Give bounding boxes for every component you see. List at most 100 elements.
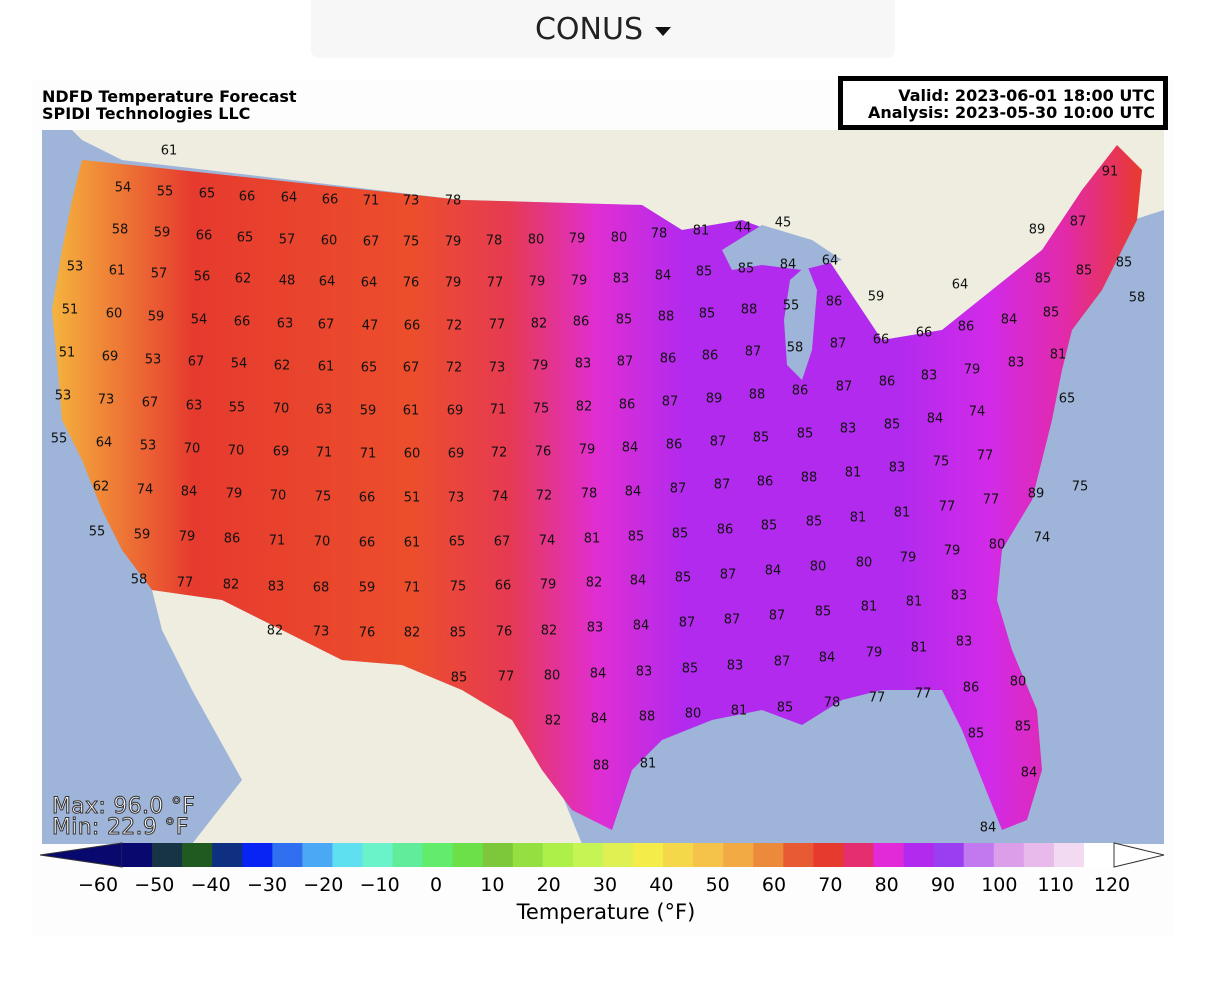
colorbar-tick-label: 40 — [649, 874, 674, 896]
colorbar-segment — [753, 843, 784, 867]
temperature-point-label: 61 — [318, 360, 335, 375]
temperature-point-label: 85 — [806, 515, 823, 530]
temperature-point-label: 88 — [749, 388, 766, 403]
temperature-point-label: 62 — [274, 359, 291, 374]
temperature-point-label: 82 — [267, 624, 284, 639]
temperature-point-label: 77 — [498, 670, 515, 685]
temperature-point-label: 65 — [1059, 392, 1076, 407]
temperature-point-label: 74 — [969, 405, 986, 420]
temperature-point-label: 66 — [359, 491, 376, 506]
temperature-point-label: 77 — [915, 687, 932, 702]
colorbar-segment — [663, 843, 694, 867]
temperature-point-label: 86 — [619, 398, 636, 413]
temperature-point-label: 85 — [672, 527, 689, 542]
figure-title-line1: NDFD Temperature Forecast — [42, 87, 297, 106]
temperature-point-label: 86 — [879, 375, 896, 390]
colorbar-segment — [152, 843, 183, 867]
temperature-point-label: 84 — [622, 441, 639, 456]
temperature-point-label: 53 — [145, 353, 162, 368]
temperature-point-label: 87 — [830, 337, 847, 352]
temperature-point-label: 73 — [448, 491, 465, 506]
temperature-point-label: 87 — [774, 655, 791, 670]
colorbar-segment — [572, 843, 604, 867]
temperature-point-label: 84 — [181, 485, 198, 500]
temperature-point-label: 85 — [699, 307, 716, 322]
colorbar-tick-label: 90 — [930, 874, 956, 896]
colorbar-segment — [212, 843, 243, 867]
temperature-point-label: 45 — [775, 216, 792, 231]
temperature-point-label: 77 — [977, 449, 994, 464]
temperature-point-label: 69 — [448, 447, 465, 462]
temperature-point-label: 59 — [359, 581, 376, 596]
temperature-point-label: 85 — [753, 431, 770, 446]
temperature-point-label: 84 — [625, 485, 642, 500]
temperature-point-label: 82 — [576, 400, 593, 415]
temperature-point-label: 58 — [131, 573, 148, 588]
temperature-point-label: 70 — [270, 489, 287, 504]
temperature-point-label: 66 — [239, 190, 256, 205]
temperature-point-label: 67 — [363, 235, 380, 250]
temperature-point-label: 62 — [235, 272, 252, 287]
temperature-point-label: 55 — [89, 525, 106, 540]
temperature-point-label: 82 — [531, 317, 548, 332]
lake-superior — [722, 225, 842, 270]
temperature-point-label: 86 — [792, 384, 809, 399]
temperature-point-label: 82 — [545, 714, 562, 729]
temperature-point-label: 79 — [866, 646, 883, 661]
temperature-point-label: 61 — [161, 144, 178, 159]
temperature-point-label: 87 — [679, 616, 696, 631]
temperature-point-label: 70 — [184, 442, 201, 457]
colorbar-segment — [843, 843, 875, 867]
valid-time: Valid: 2023-06-01 18:00 UTC — [898, 86, 1155, 105]
temperature-point-label: 84 — [590, 667, 607, 682]
temperature-point-label: 86 — [660, 352, 677, 367]
temperature-point-label: 87 — [720, 568, 737, 583]
temperature-point-label: 71 — [363, 194, 380, 209]
temperature-point-label: 85 — [451, 671, 468, 686]
temperature-point-label: 87 — [769, 609, 786, 624]
temperature-point-label: 88 — [741, 303, 758, 318]
region-dropdown[interactable]: CONUS — [311, 0, 895, 58]
colorbar-segment — [813, 843, 844, 867]
temperature-point-label: 74 — [539, 534, 556, 549]
temperature-point-label: 85 — [675, 571, 692, 586]
temperature-point-label: 79 — [532, 359, 549, 374]
conus-land — [52, 145, 1142, 830]
temperature-point-label: 87 — [670, 482, 687, 497]
temperature-point-label: 72 — [536, 489, 553, 504]
colorbar-segment — [122, 843, 153, 867]
temperature-point-label: 75 — [450, 580, 467, 595]
temperature-point-label: 81 — [731, 704, 748, 719]
colorbar-segment — [693, 843, 724, 867]
temperature-point-label: 69 — [447, 404, 464, 419]
temperature-point-label: 74 — [1034, 531, 1051, 546]
temperature-point-label: 81 — [861, 600, 878, 615]
temperature-point-label: 57 — [279, 233, 296, 248]
colorbar-tick-label: 20 — [536, 874, 561, 896]
temperature-point-label: 66 — [196, 229, 213, 244]
temperature-point-label: 78 — [581, 487, 598, 502]
colorbar-segment — [542, 843, 574, 867]
temperature-point-label: 87 — [662, 395, 679, 410]
canada-land — [72, 130, 1164, 340]
temperature-point-label: 70 — [228, 444, 245, 459]
temperature-point-label: 51 — [59, 346, 76, 361]
temperature-point-label: 83 — [727, 659, 744, 674]
temperature-point-label: 85 — [815, 605, 832, 620]
temperature-point-label: 63 — [316, 403, 333, 418]
temperature-point-label: 71 — [490, 403, 507, 418]
temperature-point-label: 84 — [591, 712, 608, 727]
temperature-point-label: 55 — [783, 299, 800, 314]
temperature-point-label: 67 — [494, 535, 511, 550]
temperature-point-label: 66 — [359, 536, 376, 551]
colorbar-tick-label: 110 — [1037, 874, 1074, 896]
temperature-point-label: 87 — [836, 380, 853, 395]
colorbar-segment — [933, 843, 965, 867]
temperature-point-label: 86 — [963, 681, 980, 696]
temperature-point-label: 87 — [1070, 215, 1087, 230]
temperature-point-label: 56 — [194, 270, 211, 285]
temperature-point-label: 85 — [797, 427, 814, 442]
temperature-point-label: 77 — [177, 576, 194, 591]
colorbar-tick-label: 60 — [761, 874, 787, 896]
temperature-point-label: 58 — [1129, 291, 1146, 306]
